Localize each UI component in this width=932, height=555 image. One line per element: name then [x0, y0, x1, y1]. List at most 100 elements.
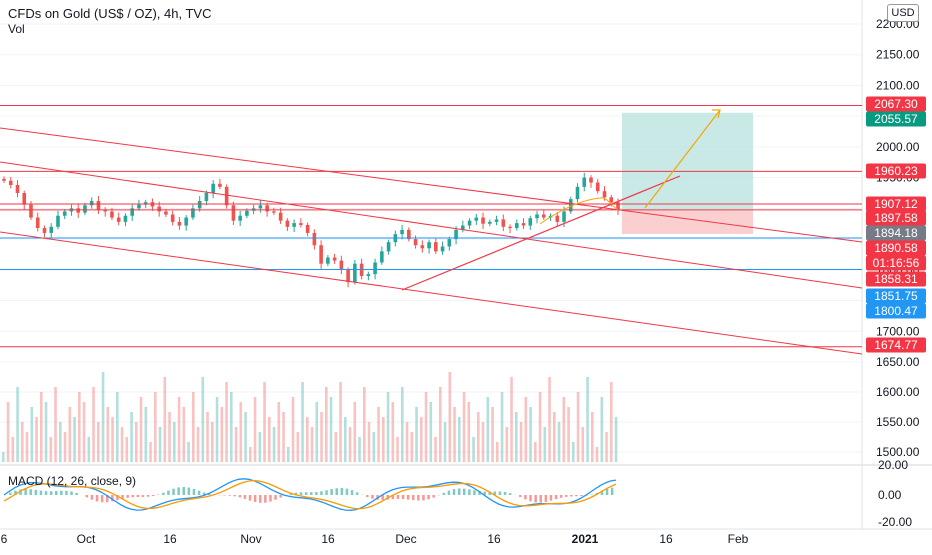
- volume-bar: [126, 437, 129, 462]
- volume-bar: [187, 442, 190, 462]
- volume-bar: [7, 402, 10, 462]
- candle-body: [124, 216, 128, 222]
- time-tick-label: Nov: [240, 532, 261, 546]
- volume-bar: [477, 412, 480, 462]
- volume-bar: [510, 377, 513, 462]
- candle-body: [562, 211, 566, 221]
- candle-body: [367, 274, 371, 276]
- volume-bar: [529, 407, 532, 462]
- macd-label: MACD (12, 26, close, 9): [8, 474, 136, 488]
- candle-body: [528, 218, 532, 225]
- macd-histogram-bar: [75, 493, 78, 495]
- macd-histogram-bar: [346, 489, 349, 495]
- volume-bar: [159, 427, 162, 462]
- macd-histogram-bar: [519, 495, 522, 497]
- macd-histogram-bar: [412, 495, 415, 500]
- candle-body: [110, 211, 114, 217]
- volume-bar: [320, 412, 323, 462]
- price-tick-label: 1600.00: [876, 385, 920, 399]
- macd-histogram-bar: [341, 488, 344, 495]
- macd-tick-label: 0.00: [878, 488, 902, 502]
- candle-body: [380, 251, 384, 262]
- volume-bar: [135, 422, 138, 462]
- macd-histogram-bar: [91, 495, 94, 500]
- volume-bar: [525, 397, 528, 462]
- macd-histogram-bar: [274, 495, 277, 500]
- macd-histogram-bar: [463, 489, 466, 495]
- volume-bar: [548, 377, 551, 462]
- macd-histogram-bar: [279, 495, 282, 498]
- volume-bar: [121, 427, 124, 462]
- candle-body: [319, 245, 323, 263]
- price-tick-label: 1550.00: [876, 415, 920, 429]
- volume-bar: [111, 417, 114, 462]
- candle-body: [22, 193, 26, 205]
- volume-bar: [64, 432, 67, 462]
- candle-body: [164, 211, 168, 214]
- price-label-text: 01:16:56: [873, 256, 920, 270]
- volume-bar: [425, 392, 428, 462]
- macd-histogram-bar: [228, 495, 231, 496]
- volume-bar: [249, 447, 252, 462]
- volume-bar: [396, 437, 399, 462]
- macd-histogram-bar: [177, 487, 180, 495]
- volume-bar: [263, 382, 266, 462]
- volume-bar: [415, 407, 418, 462]
- macd-tick-label: -20.00: [878, 515, 912, 529]
- macd-histogram-bar: [371, 495, 374, 499]
- volume-bar: [59, 422, 62, 462]
- channel-lower: [0, 232, 862, 354]
- volume-bar: [73, 417, 76, 462]
- macd-histogram-bar: [162, 493, 165, 495]
- macd-histogram-bar: [560, 495, 563, 498]
- volume-bar: [92, 387, 95, 462]
- candle-body: [340, 261, 344, 270]
- volume-bar: [221, 407, 224, 462]
- volume-bar: [35, 417, 38, 462]
- volume-bar: [335, 432, 338, 462]
- volume-bar: [368, 422, 371, 462]
- macd-histogram-bar: [86, 495, 89, 497]
- volume-bar: [173, 422, 176, 462]
- macd-histogram-bar: [473, 490, 476, 495]
- currency-badge[interactable]: USD: [887, 4, 919, 22]
- volume-bar: [406, 422, 409, 462]
- macd-histogram-bar: [611, 488, 614, 495]
- candle-body: [346, 270, 350, 282]
- time-tick-label: Feb: [728, 532, 749, 546]
- volume-bar: [458, 417, 461, 462]
- candle-body: [421, 245, 425, 248]
- price-label-text: 1907.12: [874, 197, 918, 211]
- candle-body: [198, 201, 202, 208]
- price-label-text: 1800.47: [874, 304, 918, 318]
- candle-body: [56, 216, 60, 227]
- volume-bar: [501, 392, 504, 462]
- macd-histogram-bar: [330, 489, 333, 495]
- volume-bar: [140, 397, 143, 462]
- macd-tick-label: 20.00: [878, 458, 908, 472]
- volume-bar: [297, 432, 300, 462]
- macd-histogram-bar: [9, 493, 12, 495]
- macd-histogram-bar: [55, 491, 58, 495]
- volume-bar: [472, 437, 475, 462]
- macd-histogram-bar: [269, 495, 272, 502]
- macd-histogram-bar: [239, 495, 242, 497]
- macd-histogram-bar: [499, 491, 502, 495]
- macd-histogram-bar: [509, 493, 512, 495]
- macd-histogram-bar: [570, 495, 573, 496]
- candle-body: [373, 262, 377, 274]
- macd-histogram-bar: [422, 495, 425, 500]
- candle-body: [272, 211, 276, 212]
- volume-bar: [363, 387, 366, 462]
- volume-bar: [582, 427, 585, 462]
- candle-body: [117, 218, 121, 222]
- macd-histogram-bar: [458, 488, 461, 495]
- macd-histogram-bar: [417, 495, 420, 501]
- volume-bar: [216, 397, 219, 462]
- price-tick-label: 2000.00: [876, 140, 920, 154]
- volume-bar: [487, 397, 490, 462]
- price-label-text: 1674.77: [874, 338, 918, 352]
- candle-body: [265, 205, 269, 211]
